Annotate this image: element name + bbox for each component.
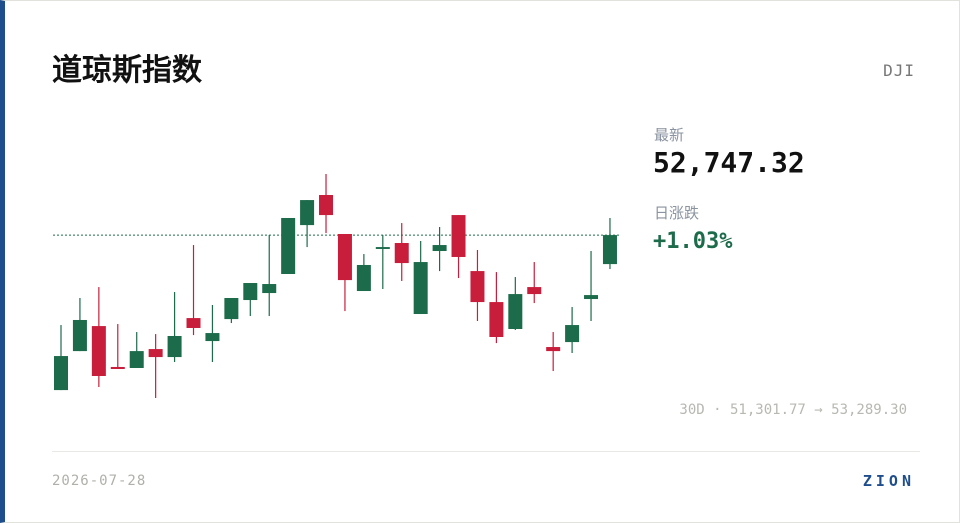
candle-body: [394, 243, 409, 264]
candle-body: [129, 351, 144, 368]
divider: [52, 451, 920, 452]
candle-body: [110, 366, 125, 370]
candle-body: [356, 264, 371, 292]
candle-body: [375, 247, 390, 249]
candle-body: [337, 233, 352, 281]
candle-body: [319, 194, 334, 216]
candle-body: [489, 302, 504, 338]
candle-body: [148, 349, 163, 358]
candle-body: [546, 347, 561, 352]
candle-body: [602, 235, 617, 265]
candle-body: [72, 319, 87, 352]
candle-body: [470, 271, 485, 303]
candle-body: [300, 200, 315, 226]
candle-body: [432, 245, 447, 252]
candle-body: [91, 326, 106, 376]
candle-body: [224, 298, 239, 320]
brand: ZION: [862, 472, 915, 490]
candle-body: [186, 318, 201, 328]
candle-body: [527, 287, 542, 295]
candle-body: [584, 295, 599, 300]
symbol: DJI: [883, 61, 915, 80]
change-label: 日涨跌: [654, 204, 700, 222]
candle-body: [281, 217, 296, 275]
candle-body: [243, 283, 258, 301]
candle-body: [451, 215, 466, 257]
candle-body: [205, 333, 220, 342]
date: 2026-07-28: [52, 473, 147, 489]
chart: [53, 174, 620, 398]
candle-body: [413, 262, 428, 315]
candle-body: [167, 335, 182, 358]
candle-body: [565, 325, 580, 343]
candle-body: [54, 356, 68, 391]
candle-body: [262, 284, 277, 294]
change-value: +1.03%: [653, 229, 733, 254]
candle-body: [508, 294, 523, 330]
latest-value: 52,747.32: [653, 146, 805, 179]
latest-label: 最新: [654, 126, 685, 144]
title: 道琼斯指数: [52, 53, 202, 88]
range-text: 30D · 51,301.77 → 53,289.30: [679, 402, 907, 418]
